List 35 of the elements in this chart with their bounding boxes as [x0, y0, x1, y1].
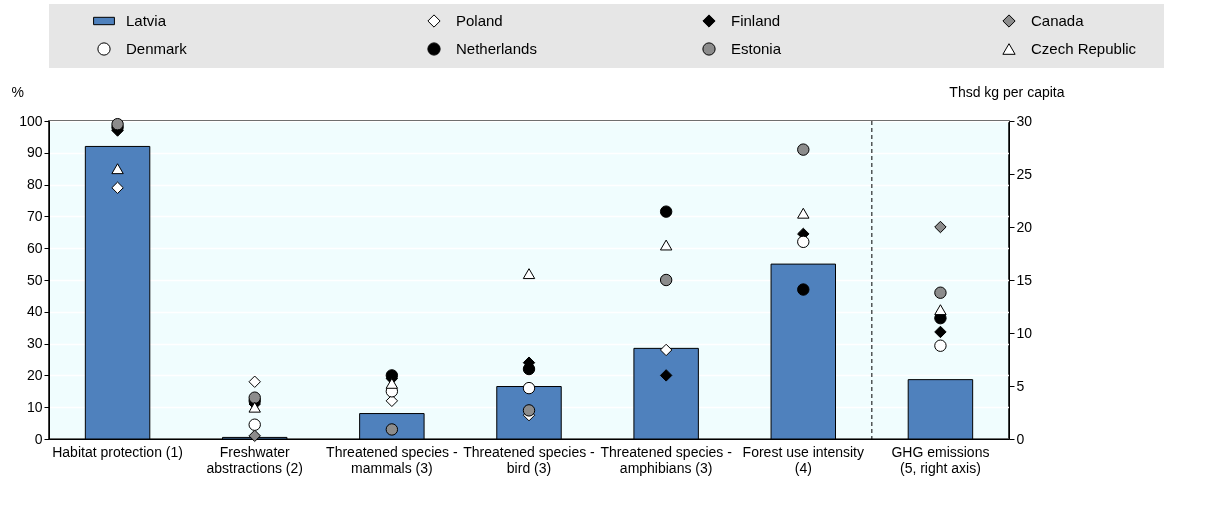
y-tick-label: 50	[26, 271, 43, 288]
y-tick-label: 70	[26, 207, 43, 224]
y-tick-label: 40	[26, 303, 43, 320]
y2-tick-label: 10	[1016, 324, 1033, 341]
y-tick-label: 80	[26, 176, 43, 193]
y2-tick-label: 25	[1016, 165, 1033, 182]
y2-tick-label: 15	[1016, 271, 1033, 288]
y2-tick-label: 5	[1016, 377, 1025, 394]
y-tick-label: 20	[26, 366, 43, 383]
legend-label: Latvia	[126, 12, 167, 29]
legend-label: Netherlands	[456, 40, 537, 57]
x-tick-label: GHG emissions (5, right axis)	[891, 443, 990, 476]
y-axis-title: %	[11, 83, 24, 100]
legend-label: Denmark	[126, 40, 188, 57]
x-tick-label: Habitat protection (1)	[52, 443, 183, 460]
x-tick-label: Forest use intensity (4)	[742, 443, 864, 476]
y2-tick-label: 30	[1016, 112, 1033, 129]
y-tick-label: 30	[26, 335, 43, 352]
legend-label: Estonia	[731, 40, 782, 57]
y-tick-label: 60	[26, 239, 43, 256]
x-tick-label: Freshwater abstractions (2)	[206, 443, 303, 476]
legend-label: Poland	[456, 12, 503, 29]
y-tick-label: 10	[26, 398, 43, 415]
y-tick-label: 100	[19, 112, 43, 129]
legend-label: Czech Republic	[1031, 40, 1137, 57]
legend-label: Canada	[1031, 12, 1085, 29]
y2-tick-label: 20	[1016, 218, 1033, 235]
y-tick-label: 90	[26, 144, 43, 161]
legend-label: Finland	[731, 12, 781, 29]
y2-axis-title: Thsd kg per capita	[949, 83, 1065, 100]
x-tick-label: Threatened species - bird (3)	[463, 443, 596, 476]
x-tick-label: Threatened species - mammals (3)	[326, 443, 458, 476]
y-tick-label: 0	[34, 430, 43, 447]
y2-tick-label: 0	[1016, 430, 1025, 447]
x-tick-label: Threatened species - amphibians (3)	[600, 443, 733, 476]
